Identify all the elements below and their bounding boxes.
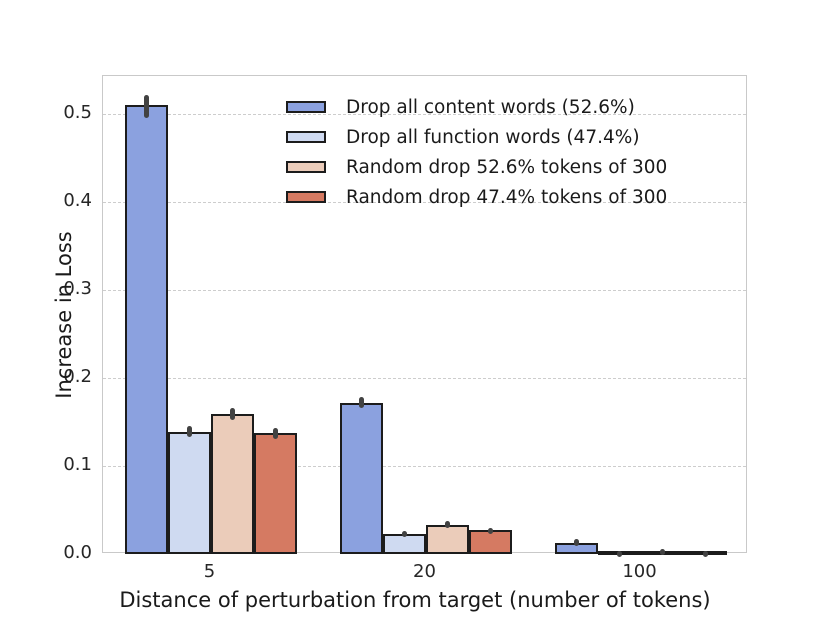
legend-swatch — [286, 161, 326, 173]
error-bar — [702, 550, 708, 557]
error-bar — [573, 539, 579, 546]
legend-label: Drop all content words (52.6%) — [346, 96, 635, 118]
y-tick-label: 0.1 — [63, 454, 92, 475]
legend-item: Drop all function words (47.4%) — [286, 122, 667, 152]
legend: Drop all content words (52.6%) Drop all f… — [286, 92, 667, 212]
error-bar — [444, 521, 450, 529]
gridline — [103, 289, 746, 291]
x-tick-label: 5 — [203, 561, 216, 582]
error-bar — [186, 426, 192, 437]
legend-swatch — [286, 101, 326, 113]
legend-swatch — [286, 131, 326, 143]
x-tick-label: 100 — [622, 561, 657, 582]
x-axis-label: Distance of perturbation from target (nu… — [119, 588, 711, 612]
legend-item: Random drop 47.4% tokens of 300 — [286, 182, 667, 212]
y-tick-label: 0.3 — [63, 277, 92, 299]
plot-area — [102, 75, 747, 557]
bar — [425, 525, 469, 554]
gridline — [103, 113, 746, 115]
error-bar — [616, 550, 622, 557]
bar — [210, 414, 254, 554]
bar — [339, 402, 383, 554]
error-bar — [659, 548, 665, 555]
legend-label: Random drop 47.4% tokens of 300 — [346, 186, 668, 208]
legend-label: Drop all function words (47.4%) — [346, 126, 640, 148]
legend-label: Random drop 52.6% tokens of 300 — [346, 156, 668, 178]
bar — [253, 433, 297, 554]
legend-swatch — [286, 191, 326, 203]
x-tick-label: 20 — [413, 561, 436, 582]
legend-item: Random drop 52.6% tokens of 300 — [286, 152, 667, 182]
error-bar — [272, 428, 278, 439]
y-tick-label: 0.5 — [63, 101, 92, 123]
bar — [124, 105, 168, 554]
error-bar — [229, 407, 235, 421]
error-bar — [487, 527, 493, 534]
error-bar — [401, 531, 407, 538]
bar — [167, 431, 211, 554]
y-tick-label: 0.0 — [63, 542, 92, 563]
gridline — [103, 201, 746, 203]
y-tick-label: 0.2 — [63, 365, 92, 387]
error-bar — [143, 94, 149, 119]
gridline — [103, 466, 746, 467]
legend-item: Drop all content words (52.6%) — [286, 92, 667, 122]
gridline — [103, 377, 746, 379]
error-bar — [358, 397, 364, 408]
y-axis-label: Increase in Loss — [52, 231, 76, 399]
y-tick-label: 0.4 — [63, 189, 92, 211]
